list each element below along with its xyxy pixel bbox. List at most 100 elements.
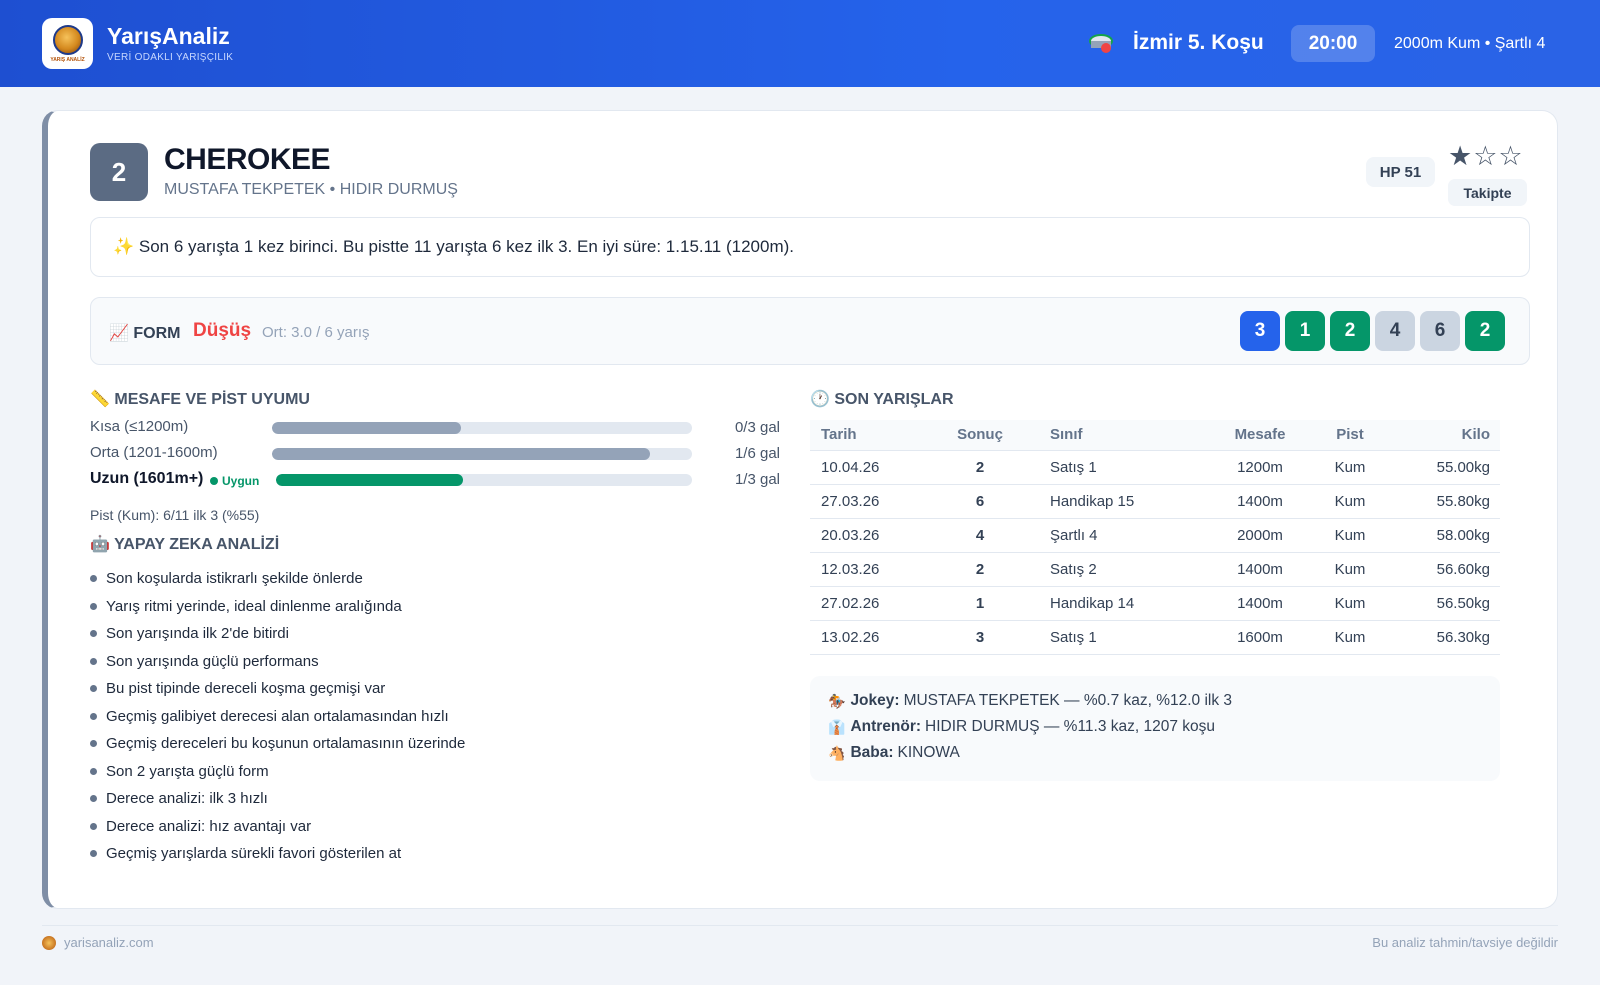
summary-box: ✨ Son 6 yarışta 1 kez birinci. Bu pistte… <box>90 217 1530 277</box>
form-chip: 2 <box>1330 311 1370 351</box>
race-date: 13.02.26 <box>810 620 930 655</box>
sire-info: 🐴 Baba: KINOWA <box>828 740 1482 766</box>
distance-bar <box>276 474 692 486</box>
footer-site[interactable]: yarisanaliz.com <box>42 935 154 950</box>
distance-label: Uzun (1601m+) <box>90 470 204 487</box>
ai-insight-item: Son yarışında güçlü performans <box>90 648 465 676</box>
table-row[interactable]: 12.03.26 2 Satış 2 1400m Kum 56.60kg <box>810 552 1500 587</box>
race-distance: 1400m <box>1200 484 1320 519</box>
trainer-label: Antrenör: <box>850 718 922 735</box>
race-date: 27.03.26 <box>810 484 930 519</box>
ai-section-title: 🤖 YAPAY ZEKA ANALİZİ <box>90 536 280 553</box>
race-class: Handikap 14 <box>1030 586 1200 621</box>
distance-bar-fill <box>272 422 461 434</box>
ai-insight-item: Son 2 yarışta güçlü form <box>90 758 465 786</box>
distance-row-medium: Orta (1201-1600m) 1/6 gal <box>90 444 780 466</box>
race-track: Kum <box>1320 586 1380 621</box>
ai-insight-item: Bu pist tipinde dereceli koşma geçmişi v… <box>90 675 465 703</box>
ai-insight-item: Son koşularda istikrarlı şekilde önlerde <box>90 565 465 593</box>
race-title: İzmir 5. Koşu <box>1133 31 1264 54</box>
form-chip: 1 <box>1285 311 1325 351</box>
hp-badge: HP 51 <box>1366 157 1435 187</box>
footer-divider <box>42 925 1558 926</box>
brand-name[interactable]: YarışAnaliz <box>107 23 230 49</box>
distance-bar <box>272 422 692 434</box>
brand-tagline: VERİ ODAKLI YARIŞÇILIK <box>107 52 234 63</box>
race-weight: 56.30kg <box>1380 620 1500 655</box>
jockey-info: 🏇 Jokey: MUSTAFA TEKPETEK — %0.7 kaz, %1… <box>828 688 1482 714</box>
distance-label: Orta (1201-1600m) <box>90 444 218 461</box>
table-row[interactable]: 20.03.26 4 Şartlı 4 2000m Kum 58.00kg <box>810 518 1500 553</box>
race-distance: 1400m <box>1200 586 1320 621</box>
race-date: 10.04.26 <box>810 450 930 485</box>
race-result: 2 <box>930 552 1030 587</box>
pist-stats: Pist (Kum): 6/11 ilk 3 (%55) <box>90 507 260 523</box>
recent-races-title: 🕐 SON YARIŞLAR <box>810 391 954 408</box>
distance-bar <box>272 448 692 460</box>
race-track: Kum <box>1320 620 1380 655</box>
recent-races-table: Tarih Sonuç Sınıf Mesafe Pist Kilo 10.04… <box>810 420 1500 655</box>
column-header: Sınıf <box>1030 420 1200 451</box>
trainer-info: 👔 Antrenör: HIDIR DURMUŞ — %11.3 kaz, 12… <box>828 714 1482 740</box>
distance-label: Kısa (≤1200m) <box>90 418 189 435</box>
jockey-value: MUSTAFA TEKPETEK — %0.7 kaz, %12.0 ilk 3 <box>903 692 1233 709</box>
horse-name: CHEROKEE <box>164 143 331 176</box>
horse-head-icon: 🐴 <box>828 744 846 761</box>
distance-value: 1/6 gal <box>734 445 780 462</box>
star-rating-icon[interactable]: ★☆☆ <box>1448 141 1524 171</box>
race-distance: 1400m <box>1200 552 1320 587</box>
race-date: 20.03.26 <box>810 518 930 553</box>
footer-logo-icon <box>42 935 56 950</box>
ai-insight-item: Son yarışında ilk 2'de bitirdi <box>90 620 465 648</box>
ai-insight-item: Geçmiş dereceleri bu koşunun ortalamasın… <box>90 730 465 758</box>
horse-emblem-icon <box>52 24 83 55</box>
race-track: Kum <box>1320 518 1380 553</box>
logo-text: YARIŞ ANALİZ <box>50 56 85 63</box>
race-meta: 2000m Kum • Şartlı 4 <box>1394 35 1546 52</box>
race-result: 2 <box>930 450 1030 485</box>
table-row[interactable]: 27.03.26 6 Handikap 15 1400m Kum 55.80kg <box>810 484 1500 519</box>
table-row[interactable]: 13.02.26 3 Satış 1 1600m Kum 56.30kg <box>810 620 1500 655</box>
race-track: Kum <box>1320 484 1380 519</box>
form-chip: 4 <box>1375 311 1415 351</box>
form-label: 📈 FORM <box>109 325 181 342</box>
jockey-label: Jokey: <box>850 692 900 709</box>
race-result: 4 <box>930 518 1030 553</box>
horse-card: 2 CHEROKEE MUSTAFA TEKPETEK • HIDIR DURM… <box>42 110 1558 909</box>
race-distance: 1600m <box>1200 620 1320 655</box>
race-weight: 58.00kg <box>1380 518 1500 553</box>
distance-bar-fill <box>272 448 650 460</box>
race-track-icon <box>1089 34 1113 53</box>
form-chip: 6 <box>1420 311 1460 351</box>
distance-row-long: Uzun (1601m+) Uygun 1/3 gal <box>90 470 780 492</box>
horse-number-badge: 2 <box>90 143 148 201</box>
follow-button[interactable]: Takipte <box>1448 179 1527 206</box>
race-track: Kum <box>1320 450 1380 485</box>
table-row[interactable]: 27.02.26 1 Handikap 14 1400m Kum 56.50kg <box>810 586 1500 621</box>
form-trend: Düşüş <box>193 320 252 341</box>
sire-label: Baba: <box>850 744 894 761</box>
suitable-badge: Uygun <box>210 474 259 488</box>
form-chip: 3 <box>1240 311 1280 351</box>
race-class: Şartlı 4 <box>1030 518 1200 553</box>
sire-value: KINOWA <box>897 744 960 761</box>
race-result: 3 <box>930 620 1030 655</box>
column-header: Sonuç <box>930 420 1030 451</box>
brand-logo[interactable]: YARIŞ ANALİZ <box>42 18 93 69</box>
horse-jockey-trainer: MUSTAFA TEKPETEK • HIDIR DURMUŞ <box>164 181 458 198</box>
column-header: Kilo <box>1380 420 1500 451</box>
distance-bar-fill <box>276 474 464 486</box>
table-row[interactable]: 10.04.26 2 Satış 1 1200m Kum 55.00kg <box>810 450 1500 485</box>
race-class: Handikap 15 <box>1030 484 1200 519</box>
race-weight: 55.00kg <box>1380 450 1500 485</box>
distance-value: 1/3 gal <box>734 471 780 488</box>
race-date: 12.03.26 <box>810 552 930 587</box>
ai-insight-item: Derece analizi: ilk 3 hızlı <box>90 785 465 813</box>
race-time: 20:00 <box>1291 25 1375 62</box>
column-header: Tarih <box>810 420 930 451</box>
footer-site-link[interactable]: yarisanaliz.com <box>64 935 154 950</box>
ai-insight-item: Yarış ritmi yerinde, ideal dinlenme aral… <box>90 593 465 621</box>
column-header: Mesafe <box>1200 420 1320 451</box>
